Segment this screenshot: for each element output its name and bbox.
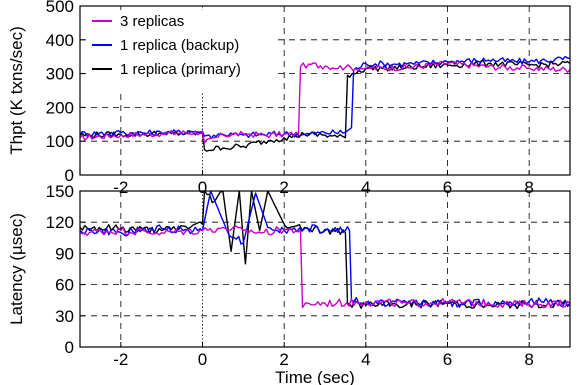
- y-tick-label: 30: [55, 307, 74, 326]
- latency-chart: 0 30 60 90 120 150 -2 0 2 4 6 8 Latency (µsec) Time (…: [7, 182, 571, 385]
- y-tick-label: 0: [65, 338, 74, 357]
- y-tick-label: 200: [46, 98, 74, 117]
- legend-background: [86, 10, 274, 92]
- x-tick-label: 2: [279, 350, 288, 369]
- x-tick-label: -2: [113, 350, 128, 369]
- y-axis-label: Latency (µsec): [7, 213, 26, 325]
- y-tick-label: 100: [46, 132, 74, 151]
- x-tick-label: 2: [279, 178, 288, 197]
- y-axis-label: Thpt (K txns/sec): [7, 26, 26, 154]
- series-group: [80, 191, 570, 310]
- series-line-3-replicas: [80, 60, 570, 144]
- series-line-3-replicas: [80, 225, 570, 309]
- x-axis-label: Time (sec): [275, 368, 355, 385]
- legend: 3 replicas 1 replica (backup) 1 replica (p…: [86, 10, 274, 92]
- x-tick-label: 8: [524, 350, 533, 369]
- series-line-1-replica-primary: [80, 191, 570, 310]
- y-tick-label: 500: [46, 0, 74, 16]
- x-tick-label: 0: [198, 350, 207, 369]
- y-tick-label: 0: [65, 166, 74, 185]
- x-tick-label: 6: [443, 350, 452, 369]
- legend-entry: 1 replica (backup): [120, 37, 239, 54]
- x-tick-label: 6: [443, 178, 452, 197]
- plot-frame: [79, 5, 571, 176]
- x-tick-label: -2: [113, 178, 128, 197]
- legend-entry: 3 replicas: [120, 13, 184, 30]
- series-group: [80, 55, 570, 152]
- x-tick-label: 4: [361, 178, 370, 197]
- y-tick-label: 90: [55, 244, 74, 263]
- plot-frame: [79, 190, 571, 348]
- x-tick-label: 4: [361, 350, 370, 369]
- y-tick-label: 150: [46, 182, 74, 201]
- legend-entry: 1 replica (primary): [120, 61, 241, 78]
- series-line-1-replica-backup: [80, 191, 570, 308]
- x-tick-label: 8: [524, 178, 533, 197]
- series-line-1-replica-backup: [80, 55, 570, 140]
- y-tick-label: 400: [46, 31, 74, 50]
- y-tick-label: 60: [55, 276, 74, 295]
- y-tick-label: 120: [46, 213, 74, 232]
- throughput-chart: 0 100 200 300 400 500 -2 0 2 4 6 8 Thpt (K txns/sec)…: [7, 0, 571, 197]
- y-tick-label: 300: [46, 65, 74, 84]
- x-tick-label: 0: [198, 178, 207, 197]
- series-line-1-replica-primary: [80, 60, 570, 152]
